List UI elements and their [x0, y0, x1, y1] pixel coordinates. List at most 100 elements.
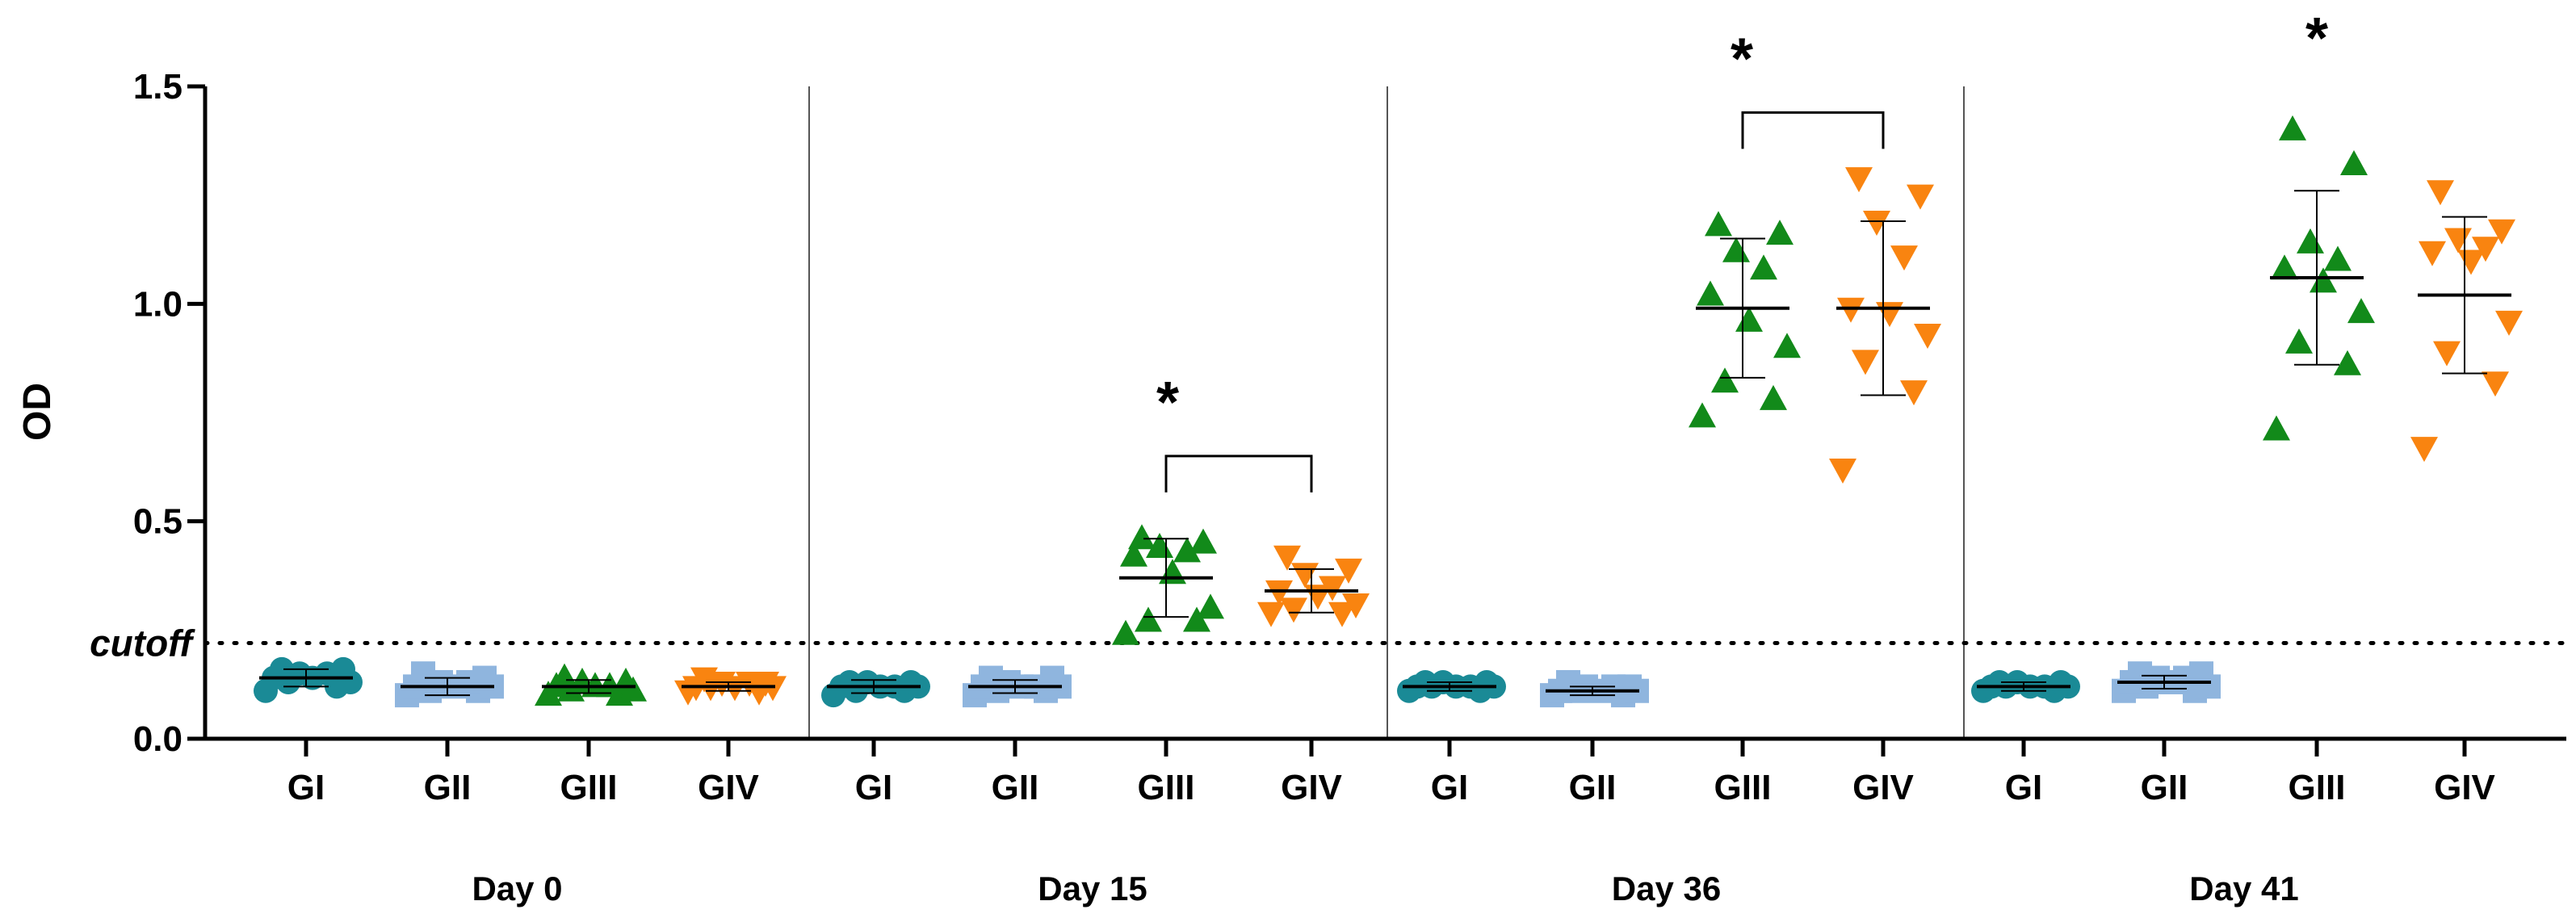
data-point [1890, 245, 1918, 271]
data-point [2410, 437, 2438, 463]
data-point [2279, 115, 2306, 140]
data-point [2457, 249, 2485, 275]
data-point [2263, 415, 2290, 441]
data-point [899, 669, 923, 694]
data-point [1697, 280, 1724, 306]
data-point [1342, 593, 1370, 619]
data-point [708, 671, 736, 697]
data-point [1328, 601, 1356, 627]
data-point [2419, 241, 2446, 266]
data-point [1335, 558, 1362, 584]
data-point [2433, 341, 2461, 367]
data-point [1689, 402, 1716, 428]
y-axis-title: OD [16, 383, 59, 441]
data-point [1914, 324, 1941, 350]
group-label: GI [1431, 768, 1468, 807]
data-point [2271, 254, 2298, 280]
data-point [1829, 459, 1856, 484]
data-point [1900, 380, 1928, 406]
data-point [1183, 606, 1210, 632]
data-point [1291, 563, 1319, 589]
data-point [2472, 237, 2499, 262]
y-tick-label: 1.5 [133, 67, 183, 107]
data-point [1773, 333, 1801, 358]
data-point [1475, 669, 1499, 694]
data-point [1863, 210, 1890, 236]
data-point [1760, 384, 1787, 410]
group-label: GIII [560, 768, 618, 807]
data-point [1319, 576, 1346, 601]
cutoff: cutoff [90, 622, 2569, 664]
data-point [2285, 328, 2313, 354]
data-point [1135, 606, 1162, 632]
y-tick-label: 1.0 [133, 284, 183, 324]
data-point [270, 656, 294, 681]
significance-star: * [2305, 6, 2328, 71]
data-point [1273, 545, 1301, 571]
y-tick-label: 0.0 [133, 719, 183, 759]
data-point [1413, 669, 1437, 694]
group-label: GI [287, 768, 325, 807]
data-point [2427, 180, 2454, 206]
day-label: Day 0 [472, 870, 562, 907]
data-marks [254, 115, 2523, 708]
significance-bracket [1164, 455, 1313, 492]
group-label: GIII [1714, 768, 1772, 807]
data-point [2297, 228, 2324, 254]
group-label: GII [2141, 768, 2188, 807]
data-point [2495, 310, 2523, 336]
data-point [2347, 298, 2375, 324]
y-tick-label: 0.5 [133, 502, 183, 542]
data-point [2488, 219, 2515, 245]
data-point [1987, 669, 2012, 694]
data-point [1120, 541, 1147, 567]
data-point [1845, 167, 1873, 193]
day-label: Day 41 [2189, 870, 2298, 907]
data-point [331, 656, 355, 681]
significance-star: * [1731, 27, 1753, 91]
data-point [1766, 220, 1794, 245]
group-label: GIII [1138, 768, 1195, 807]
data-point [837, 669, 862, 694]
data-point [1617, 674, 1642, 699]
group-label: GI [2005, 768, 2042, 807]
day-dividers [808, 86, 1965, 739]
data-point [2324, 245, 2352, 271]
data-point [551, 663, 578, 689]
data-point [1907, 184, 1934, 210]
group-label: GIV [1281, 768, 1342, 807]
data-point [1128, 524, 1156, 550]
group-label: GII [992, 768, 1039, 807]
data-point [2444, 228, 2472, 254]
data-point [1750, 254, 1777, 280]
day-label: Day 15 [1038, 870, 1147, 907]
data-point [2334, 350, 2361, 375]
data-point [2310, 267, 2337, 293]
data-point [2482, 371, 2509, 397]
data-point [1876, 302, 1903, 328]
day-label: Day 36 [1612, 870, 1721, 907]
group-label: GIV [1852, 768, 1914, 807]
group-label: GI [855, 768, 892, 807]
data-point [1280, 597, 1307, 623]
data-point [1112, 619, 1139, 645]
data-point [2049, 669, 2073, 694]
x-labels: Day 0 GI GII GIII GIV Day 15 GI GII GIII GIV Day 3… [287, 739, 2496, 907]
data-point [1197, 593, 1224, 619]
axes [203, 86, 2566, 741]
data-point [690, 667, 718, 693]
group-label: GII [1569, 768, 1617, 807]
data-point [1173, 537, 1201, 563]
group-label: GIV [2434, 768, 2495, 807]
data-point [1711, 367, 1739, 393]
y-ticks: 0.0 0.5 1.0 1.5 [133, 67, 205, 759]
data-point [752, 671, 779, 697]
data-point [411, 661, 435, 686]
data-point [1265, 580, 1293, 606]
group-label: GII [424, 768, 472, 807]
data-point [1837, 297, 1865, 323]
group-label: GIII [2289, 768, 2346, 807]
significance: * * * [1156, 6, 2328, 492]
data-point [1257, 601, 1285, 627]
